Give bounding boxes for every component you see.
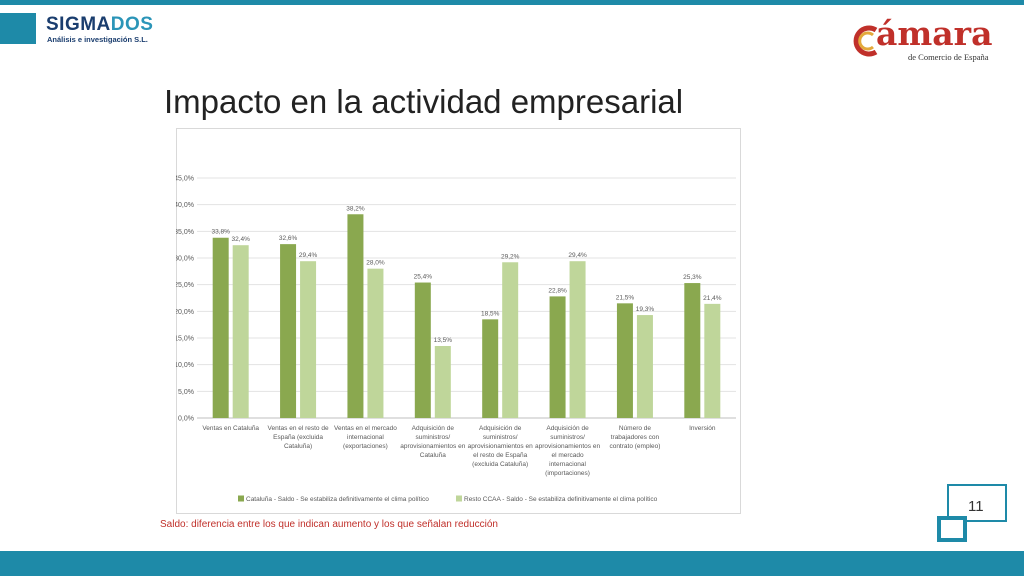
data-label: 32,4% <box>231 236 250 243</box>
x-category-label: Adquisición de <box>412 425 455 432</box>
x-category-label: Ventas en Cataluña <box>202 425 259 432</box>
x-category-label: Cataluña <box>420 452 446 459</box>
bar <box>280 244 297 418</box>
legend-swatch <box>238 495 244 502</box>
y-tick-label: 30,0% <box>176 256 194 263</box>
footnote: Saldo: diferencia entre los que indican … <box>160 519 498 530</box>
data-label: 25,3% <box>683 274 702 281</box>
data-label: 25,4% <box>414 274 433 281</box>
y-tick-label: 40,0% <box>176 202 194 209</box>
bar <box>300 261 317 418</box>
x-category-label: (importaciones) <box>545 470 590 477</box>
bar-chart: 0,0% 5,0% 10,0% 15,0% 20,0% 25,0% 30,0% 35,0% 40… <box>176 176 736 503</box>
y-tick-label: 10,0% <box>176 362 194 369</box>
x-category-label: contrato (empleo) <box>609 443 660 450</box>
y-tick-label: 20,0% <box>176 309 194 316</box>
x-category-label: internacional <box>549 461 586 468</box>
camara-tagline: de Comercio de España <box>908 52 989 62</box>
x-category-label: aprovisionamientos en <box>400 443 465 450</box>
data-label: 21,5% <box>616 294 635 301</box>
camara-c-icon <box>853 25 878 57</box>
bar <box>616 303 633 418</box>
data-label: 28,0% <box>366 260 385 267</box>
logo-name: SIGMADOS <box>46 15 153 35</box>
slide-title: Impacto en la actividad empresarial <box>164 83 684 120</box>
y-tick-label: 25,0% <box>176 282 194 289</box>
data-label: 18,5% <box>481 310 500 317</box>
data-label: 29,4% <box>568 252 587 259</box>
x-category-label: el resto de España <box>473 452 528 459</box>
sigmados-logo: SIGMADOS Análisis e investigación S.L. <box>0 13 170 49</box>
bar <box>347 214 364 418</box>
data-label: 33,8% <box>211 229 230 236</box>
x-category-label: Número de <box>619 425 652 432</box>
data-label: 32,6% <box>279 235 298 242</box>
legend-label: Cataluña - Saldo - Se estabiliza definit… <box>246 496 429 503</box>
logo-name-accent: DOS <box>110 14 154 35</box>
x-category-label: suministros/ <box>550 434 585 441</box>
legend-label: Resto CCAA - Saldo - Se estabiliza defin… <box>464 496 658 503</box>
legend-swatch <box>456 495 462 502</box>
logo-subtitle: Análisis e investigación S.L. <box>47 35 148 44</box>
x-category-label: Adquisición de <box>479 425 522 432</box>
bar <box>569 261 586 418</box>
x-category-label: Ventas en el resto de <box>268 425 329 432</box>
y-tick-label: 0,0% <box>178 416 194 423</box>
y-tick-label: 5,0% <box>178 389 194 396</box>
bottom-accent-bar <box>0 551 1024 576</box>
bar <box>704 303 721 418</box>
page-number: 11 <box>968 498 984 515</box>
x-category-label: suministros/ <box>483 434 518 441</box>
x-category-label: España (excluida <box>273 434 323 441</box>
x-category-label: Adquisición de <box>546 425 589 432</box>
data-label: 19,3% <box>636 306 655 313</box>
x-category-label: aprovisionamientos en <box>468 443 533 450</box>
bar <box>502 262 519 418</box>
y-tick-label: 15,0% <box>176 336 194 343</box>
bar <box>414 282 431 418</box>
top-accent-bar <box>0 0 1024 5</box>
bar <box>212 237 229 418</box>
data-label: 29,2% <box>501 253 520 260</box>
x-category-label: internacional <box>347 434 384 441</box>
bar <box>232 245 249 418</box>
x-category-label: trabajadores con <box>611 434 660 441</box>
x-category-label: el mercado <box>551 452 584 459</box>
camara-logo: ámara de Comercio de España <box>852 14 1012 64</box>
data-label: 29,4% <box>299 252 318 259</box>
page-decoration-square <box>937 516 967 542</box>
data-label: 22,8% <box>548 287 567 294</box>
x-category-label: (exportaciones) <box>343 443 388 450</box>
bar <box>636 315 653 418</box>
camara-wordmark: ámara <box>876 14 993 53</box>
data-label: 21,4% <box>703 295 722 302</box>
data-label: 38,2% <box>346 205 365 212</box>
bar <box>549 296 566 418</box>
x-category-label: suministros/ <box>415 434 450 441</box>
x-category-label: (excluida Cataluña) <box>472 461 528 468</box>
x-category-label: Cataluña) <box>284 443 312 450</box>
y-tick-label: 45,0% <box>176 176 194 183</box>
x-category-label: Ventas en el mercado <box>334 425 397 432</box>
data-label: 13,5% <box>434 337 453 344</box>
page-number-box <box>947 484 1007 522</box>
logo-square-icon <box>0 13 36 44</box>
y-tick-label: 35,0% <box>176 229 194 236</box>
bar <box>482 319 499 418</box>
x-category-label: Inversión <box>689 425 716 432</box>
x-category-label: aprovisionamientos en <box>535 443 600 450</box>
logo-name-main: SIGMA <box>46 14 111 35</box>
bar <box>684 283 701 418</box>
bar <box>367 268 384 418</box>
bar <box>434 346 451 418</box>
